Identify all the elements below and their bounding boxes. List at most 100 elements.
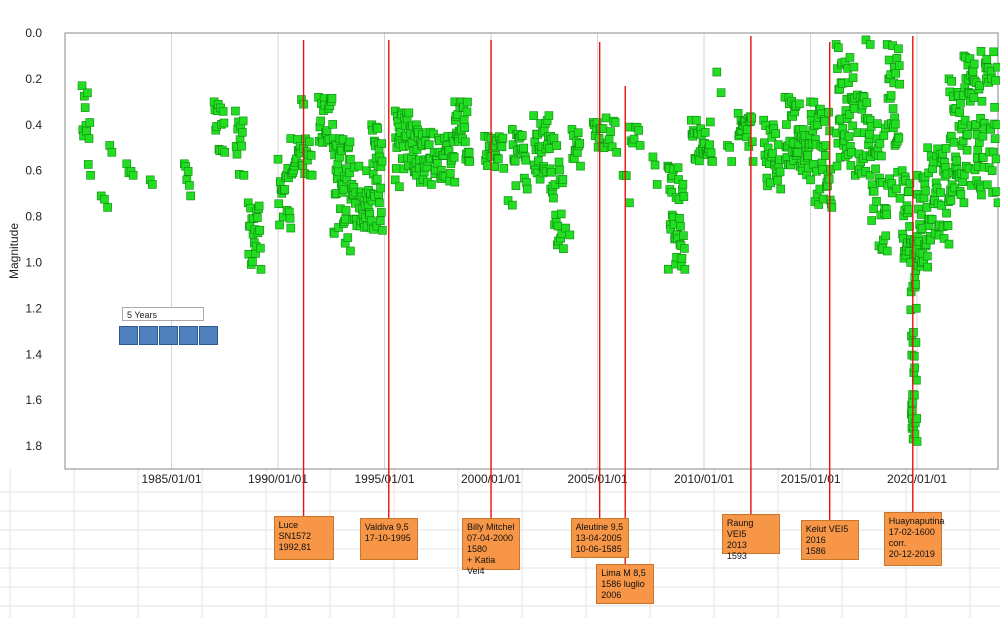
- data-point: [327, 94, 337, 103]
- data-point: [911, 338, 921, 347]
- data-point: [891, 68, 901, 78]
- data-point: [943, 221, 953, 231]
- data-point: [522, 184, 532, 194]
- data-point: [546, 167, 556, 177]
- y-axis-label: Magnitude: [7, 223, 21, 279]
- data-point: [100, 194, 109, 204]
- data-point: [879, 131, 889, 140]
- data-point: [673, 163, 683, 172]
- data-point: [909, 351, 919, 361]
- data-point: [695, 156, 704, 166]
- data-point: [904, 187, 913, 196]
- data-point: [809, 97, 819, 107]
- data-point: [675, 213, 684, 223]
- data-point: [80, 103, 90, 112]
- data-point: [768, 149, 777, 158]
- data-point: [427, 180, 436, 189]
- data-point: [952, 156, 961, 166]
- data-point: [892, 53, 902, 63]
- y-tick-label: 1.0: [25, 255, 42, 269]
- data-point: [706, 117, 715, 127]
- data-point: [376, 183, 385, 193]
- data-point: [865, 40, 875, 49]
- x-tick-labels: 1985/01/01 1990/01/01 1995/01/01 2000/01/01…: [141, 472, 947, 486]
- data-point: [103, 203, 112, 212]
- data-point: [848, 121, 857, 131]
- y-tick-label: 1.2: [25, 301, 42, 315]
- data-point: [625, 198, 634, 208]
- data-point: [376, 208, 386, 217]
- data-point: [782, 120, 791, 129]
- data-point: [341, 206, 351, 215]
- data-point: [975, 81, 985, 90]
- data-point: [705, 140, 714, 150]
- y-tick-labels: 0.0 0.2 0.4 0.6 0.8 1.0 1.2 1.4 1.6 1.8: [25, 26, 42, 453]
- data-point: [773, 175, 782, 185]
- x-tick-label: 1990/01/01: [248, 472, 308, 486]
- data-point: [844, 132, 854, 141]
- data-point: [773, 140, 783, 149]
- data-point: [923, 143, 933, 153]
- data-point: [676, 221, 685, 231]
- data-point: [877, 151, 886, 161]
- data-point: [339, 185, 349, 194]
- data-point: [894, 133, 904, 143]
- x-tick-label: 2020/01/01: [887, 472, 947, 486]
- data-point: [218, 107, 228, 116]
- data-point: [220, 148, 230, 157]
- data-point: [795, 99, 804, 109]
- data-point: [553, 221, 563, 231]
- data-point: [555, 165, 564, 175]
- data-point: [674, 175, 683, 184]
- data-point: [982, 180, 992, 190]
- data-point: [850, 104, 859, 113]
- data-point: [947, 77, 956, 86]
- x-tick-label: 1995/01/01: [354, 472, 414, 486]
- data-point: [462, 107, 472, 117]
- data-point: [963, 130, 972, 139]
- data-point: [575, 139, 585, 148]
- event-annotation: Kelut VEI5 2016 1586: [800, 520, 859, 560]
- data-point: [375, 216, 385, 225]
- data-point: [894, 61, 904, 70]
- data-point: [549, 133, 559, 143]
- data-point: [992, 120, 1000, 130]
- data-point: [678, 179, 688, 189]
- data-point: [285, 214, 295, 223]
- data-point: [286, 223, 296, 233]
- event-lines: [302, 36, 914, 564]
- data-point: [255, 225, 265, 235]
- data-point: [747, 113, 756, 123]
- data-point: [944, 239, 954, 249]
- data-point: [375, 198, 384, 208]
- data-point: [910, 390, 919, 400]
- data-point: [849, 62, 859, 72]
- data-point: [882, 246, 892, 256]
- data-point: [776, 184, 786, 194]
- data-point: [511, 181, 521, 190]
- data-point: [354, 161, 364, 171]
- data-point: [237, 141, 246, 151]
- data-point: [956, 99, 965, 108]
- data-point: [960, 115, 970, 125]
- data-point: [322, 126, 332, 135]
- data-point: [306, 151, 316, 160]
- data-point: [905, 179, 915, 188]
- data-point: [884, 55, 894, 65]
- data-point: [960, 170, 969, 180]
- data-point: [333, 160, 343, 169]
- data-point: [183, 167, 193, 176]
- data-point: [273, 154, 283, 164]
- data-point: [865, 170, 875, 180]
- data-point: [917, 210, 926, 219]
- data-point: [346, 246, 355, 256]
- data-point: [404, 108, 414, 118]
- data-point: [827, 203, 837, 212]
- data-point: [882, 210, 892, 219]
- data-point: [275, 220, 284, 230]
- data-point: [712, 67, 722, 77]
- data-point: [700, 128, 710, 137]
- data-point: [461, 137, 470, 147]
- data-point: [991, 76, 1000, 85]
- data-point: [973, 145, 983, 155]
